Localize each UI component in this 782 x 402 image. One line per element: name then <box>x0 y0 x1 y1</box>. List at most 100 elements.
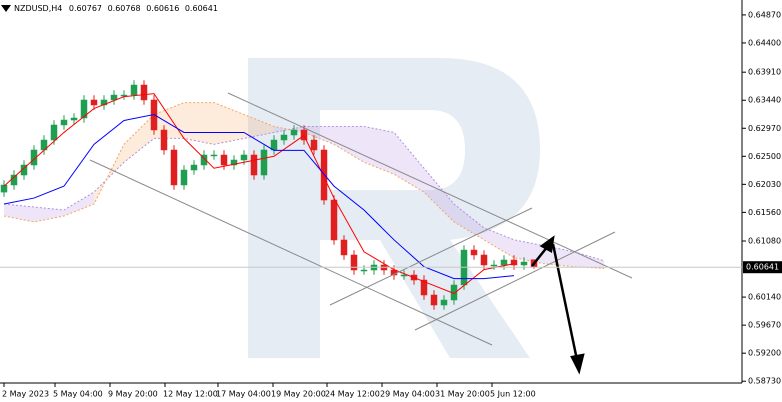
y-tick-label: 0.63910 <box>748 68 781 77</box>
arrow-down <box>551 243 579 361</box>
candle-body <box>160 129 168 151</box>
price-label: 0.60641 <box>746 263 779 272</box>
candle-body <box>500 259 508 266</box>
cloud-fill <box>34 207 64 222</box>
x-tick-label: 5 Jun 12:00 <box>490 390 536 399</box>
channel-line <box>227 92 633 279</box>
channel-line <box>329 207 533 306</box>
candle-body <box>470 249 478 256</box>
candle-body <box>520 261 528 266</box>
cloud-fill <box>394 132 424 193</box>
candle-body <box>310 139 318 151</box>
candle-body <box>490 264 498 267</box>
axes: 0.64870 0.64400 0.63910 0.63440 0.62970 0.625… <box>0 10 782 399</box>
plot-area <box>0 80 605 310</box>
x-tick-label: 9 May 20:00 <box>108 390 158 399</box>
indicator-line <box>3 93 515 295</box>
cloud-fill <box>334 126 364 163</box>
candle-body <box>70 117 78 121</box>
x-tick-label: 29 May 04:00 <box>380 390 435 399</box>
y-tick-label: 0.64400 <box>748 38 781 47</box>
x-tick-label: 31 May 20:00 <box>435 390 490 399</box>
candle-body <box>290 129 298 136</box>
header-low: 0.60616 <box>146 4 179 13</box>
header-high: 0.60768 <box>108 4 141 13</box>
y-tick-label: 0.61080 <box>748 237 781 246</box>
cloud-fill <box>184 102 214 145</box>
candle-body <box>140 84 148 101</box>
y-tick-label: 0.60140 <box>748 293 781 302</box>
x-tick-label: 17 May 04:00 <box>216 390 271 399</box>
candle-body <box>200 154 208 166</box>
arrow-head <box>570 353 585 375</box>
candle-body <box>420 279 428 296</box>
cloud-fill <box>124 114 154 163</box>
candle-body <box>30 149 38 166</box>
header-open: 0.60767 <box>69 4 102 13</box>
y-tick-label: 0.61560 <box>748 208 781 217</box>
x-tick-label: 5 May 04:00 <box>53 390 103 399</box>
candle-body <box>320 149 328 201</box>
cloud-fill <box>244 114 274 139</box>
cloud-fill <box>94 144 124 205</box>
x-tick-label: 12 May 12:00 <box>163 390 218 399</box>
symbol: NZDUSD,H4 <box>14 4 62 13</box>
candle-body <box>210 154 218 157</box>
cloud-fill <box>64 192 94 216</box>
candle-body <box>0 184 8 193</box>
candle-body <box>170 149 178 186</box>
candle-body <box>260 149 268 176</box>
candle-body <box>430 294 438 306</box>
channel-line <box>414 231 616 331</box>
candle-body <box>360 269 368 272</box>
candle-body <box>190 164 198 171</box>
candle-body <box>280 134 288 141</box>
candle-body <box>90 99 98 106</box>
y-tick-label: 0.62970 <box>748 124 781 133</box>
candle-body <box>510 259 518 266</box>
x-tick-label: 24 May 12:00 <box>325 390 380 399</box>
candle-body <box>400 274 408 277</box>
header-icon <box>1 5 11 12</box>
cloud-fill <box>514 239 544 264</box>
cloud-fill <box>454 204 484 240</box>
channel-line <box>89 159 493 346</box>
candle-body <box>50 124 58 141</box>
cloud-fill <box>214 102 244 145</box>
y-tick-label: 0.64870 <box>748 10 781 19</box>
y-tick-label: 0.63440 <box>748 96 781 105</box>
forecast-arrows <box>531 235 585 375</box>
candle-body <box>220 154 228 166</box>
candle-body <box>130 84 138 96</box>
candle-body <box>20 164 28 176</box>
price-label-box <box>743 261 782 274</box>
y-tick-label: 0.59200 <box>748 349 781 358</box>
candle-body <box>440 299 448 306</box>
indicator-line <box>3 114 515 280</box>
cloud-fill <box>424 168 454 222</box>
y-tick-label: 0.62030 <box>748 180 781 189</box>
header-close: 0.60641 <box>185 4 218 13</box>
x-tick-label: 2 May 2023 <box>2 390 49 399</box>
cloud-fill <box>484 227 514 258</box>
candle-body <box>110 94 118 101</box>
cloud-fill <box>154 102 184 139</box>
candle-body <box>350 254 358 271</box>
candle-body <box>250 154 258 176</box>
y-tick-label: 0.59670 <box>748 321 781 330</box>
arrow-up <box>531 245 549 267</box>
trend-lines <box>89 92 633 346</box>
candle-body <box>240 154 248 161</box>
y-tick-label: 0.58730 <box>748 377 781 386</box>
candle-body <box>120 94 128 97</box>
candle-body <box>480 254 488 266</box>
cloud-fill <box>574 251 604 269</box>
candle-body <box>330 199 338 241</box>
candle-body <box>180 169 188 186</box>
candle-body <box>60 119 68 126</box>
cloud-fill <box>4 204 34 222</box>
cloud-fill <box>364 126 394 175</box>
candle-body <box>80 99 88 119</box>
